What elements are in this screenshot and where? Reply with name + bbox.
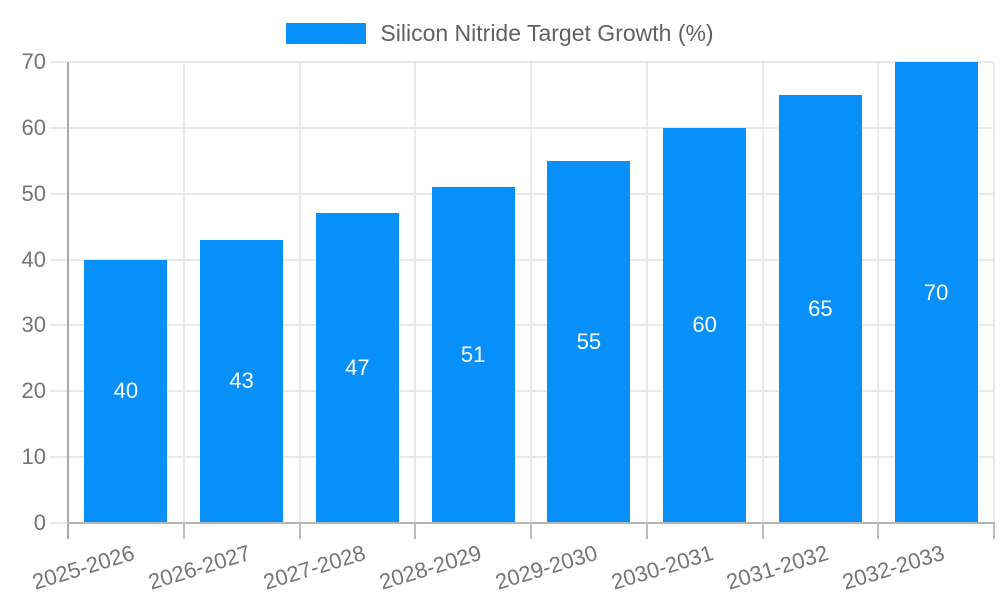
- y-tick-label: 0: [33, 510, 46, 535]
- bar: [778, 94, 862, 523]
- x-gridline: [645, 62, 648, 523]
- bar-value-label: 51: [460, 342, 486, 368]
- bar-value-label: 43: [229, 368, 254, 394]
- y-gridline: [50, 456, 994, 459]
- bar-value-label: 55: [576, 328, 602, 354]
- y-tick-label: 50: [21, 180, 46, 206]
- y-gridline: [50, 390, 994, 393]
- bar: [547, 160, 631, 523]
- chart-legend: Silicon Nitride Target Growth (%): [0, 20, 1000, 46]
- x-axis-tick: [298, 523, 301, 539]
- x-gridline: [530, 62, 532, 523]
- bar: [431, 187, 515, 523]
- x-axis-tick: [182, 523, 185, 539]
- bar-value-label: 40: [113, 378, 139, 404]
- x-axis-tick: [993, 523, 995, 539]
- bar: [200, 239, 284, 523]
- bar-value-label: 70: [923, 279, 949, 305]
- y-gridline: [50, 192, 994, 195]
- y-gridline: [50, 61, 994, 63]
- y-tick-label: 10: [21, 444, 46, 470]
- x-gridline: [414, 62, 417, 523]
- x-gridline: [877, 62, 880, 523]
- x-axis-tick: [761, 523, 764, 539]
- x-axis-tick: [877, 523, 880, 539]
- y-gridline: [50, 324, 994, 327]
- x-gridline: [182, 62, 185, 523]
- y-axis-line: [67, 62, 69, 539]
- bar-value-label: 65: [808, 295, 833, 321]
- bar: [894, 62, 978, 523]
- legend-series-label: Silicon Nitride Target Growth (%): [380, 20, 714, 46]
- y-tick-label: 20: [21, 378, 46, 404]
- bar: [663, 127, 747, 523]
- x-gridline: [993, 62, 995, 523]
- bar-value-label: 60: [692, 312, 717, 338]
- x-axis-tick: [645, 523, 648, 539]
- bar: [84, 259, 168, 523]
- bar: [315, 213, 399, 523]
- y-tick-label: 40: [21, 246, 46, 272]
- y-tick-label: 30: [21, 312, 46, 338]
- x-axis-tick: [530, 523, 532, 539]
- y-gridline: [50, 126, 994, 129]
- y-gridline: [50, 258, 994, 261]
- bar-value-label: 47: [345, 355, 370, 381]
- x-gridline: [761, 62, 764, 523]
- y-tick-label: 60: [21, 114, 46, 140]
- x-gridline: [298, 62, 301, 523]
- y-tick-label: 70: [21, 49, 46, 74]
- legend-color-swatch: [286, 22, 367, 44]
- x-axis-tick: [414, 523, 417, 539]
